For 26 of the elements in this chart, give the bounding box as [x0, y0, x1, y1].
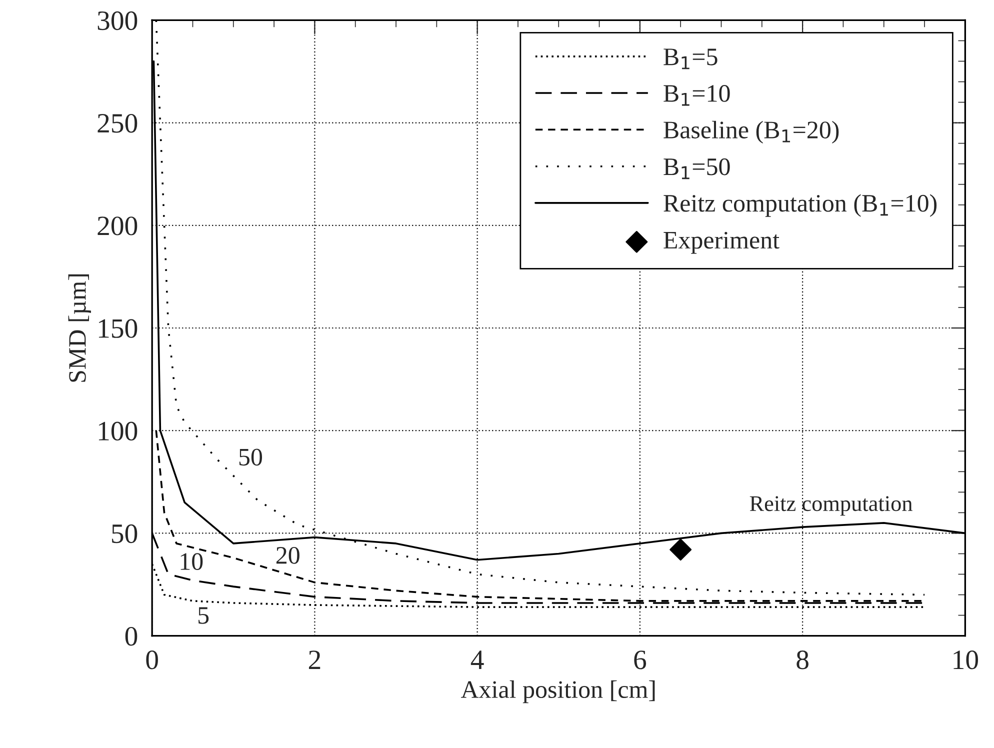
- x-tick-label: 10: [954, 650, 978, 670]
- x-tick-label: 2: [308, 650, 320, 669]
- y-tick-label: 150: [98, 319, 138, 338]
- x-tick-label: 8: [796, 650, 808, 670]
- annotation: 50: [239, 448, 262, 466]
- y-tick-label: 200: [98, 216, 138, 236]
- y-tick-label: 50: [112, 524, 138, 544]
- y-axis-title: SMD [µm]: [68, 274, 91, 382]
- legend-label: Reitz computation (B$_{1}$=10): [664, 194, 937, 217]
- y-tick-label: 300: [98, 11, 138, 30]
- y-tick-label: 100: [98, 422, 138, 441]
- annotation: Reitz computation: [750, 496, 912, 516]
- legend-label: Experiment: [664, 232, 780, 254]
- annotation: 20: [276, 546, 300, 564]
- legend-label: B$_{1}$=5: [664, 48, 718, 70]
- x-tick-label: 6: [634, 650, 646, 670]
- annotation: 10: [180, 553, 203, 570]
- x-axis-title: Axial position [cm]: [460, 680, 655, 704]
- y-tick-label: 0: [125, 626, 138, 646]
- y-tick-label: 250: [98, 114, 138, 133]
- annotation: 5: [198, 607, 209, 624]
- x-tick-label: 4: [470, 650, 484, 669]
- legend-label: Baseline (B$_{1}$=20): [664, 120, 839, 144]
- legend-label: B$_{1}$=10: [664, 85, 730, 106]
- legend-label: B$_{1}$=50: [664, 158, 730, 180]
- x-tick-label: 0: [146, 650, 158, 670]
